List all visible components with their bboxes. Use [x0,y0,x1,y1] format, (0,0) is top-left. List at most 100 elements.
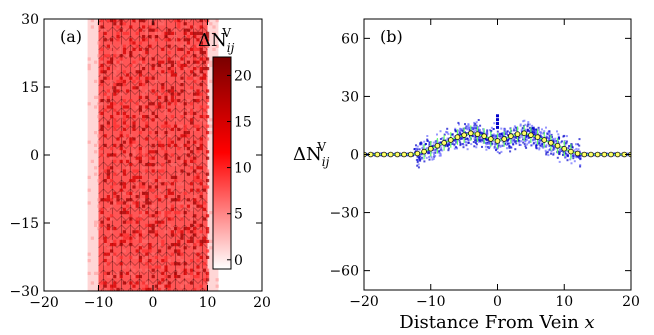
heatmap-cell [122,127,126,131]
heatmap-cell [154,79,158,83]
heatmap-cell [122,111,126,115]
heatmap-cell [126,134,130,138]
scatter-point [493,122,496,125]
scatter-point [500,133,503,135]
mean-point [387,151,394,158]
heatmap-cell [110,239,114,243]
mean-point [581,151,588,158]
heatmap-cell [186,134,190,138]
mean-point [494,138,501,144]
scatter-point [477,140,480,143]
heatmap-cell [138,41,142,45]
scatter-point [565,135,568,138]
heatmap-cell [116,60,120,64]
scatter-point [506,141,509,144]
heatmap-cell [132,284,136,288]
heatmap-cell [174,57,178,61]
heatmap-cell [193,57,197,61]
heatmap-cell [122,230,126,234]
heatmap-cell [167,102,171,106]
heatmap-cell [190,204,194,208]
heatmap-cell [135,175,139,179]
heatmap-cell [186,38,190,42]
heatmap-cell [103,243,107,247]
heatmap-cell [206,44,210,48]
heatmap-cell [161,284,165,288]
heatmap-cell [199,255,203,259]
heatmap-cell [209,118,213,122]
heatmap-cell [161,83,165,87]
heatmap-cell [100,19,104,23]
heatmap-cell [138,217,142,221]
heatmap-cell [116,38,120,42]
heatmap-cell [138,57,142,61]
scatter-point [455,140,458,143]
scatter-point [432,151,435,154]
scatter-point [418,158,421,161]
heatmap-cell [161,195,165,199]
heatmap-cell [122,207,126,211]
heatmap-cell [126,115,130,119]
heatmap-cell [190,163,194,167]
heatmap-cell [186,115,190,119]
heatmap-cell [116,271,120,275]
mean-point [541,137,548,143]
scatter-point [532,133,535,136]
heatmap-cell [177,230,181,234]
scatter-point [509,150,512,153]
heatmap-cell [129,201,133,205]
heatmap-cell [206,38,210,42]
panel-b-xlabel: Distance From Vein x [399,312,594,333]
heatmap-cell [180,57,184,61]
heatmap-cell [100,127,104,131]
heatmap-cell [138,236,142,240]
heatmap-cell [148,44,152,48]
heatmap-cell [138,28,142,32]
heatmap-cell [116,111,120,115]
heatmap-cell [142,35,146,39]
scatter-point [556,130,558,133]
scatter-point [534,133,537,136]
heatmap-cell [167,259,171,263]
heatmap-cell [190,207,194,211]
heatmap-cell [122,137,126,141]
heatmap-cell [138,70,142,74]
heatmap-cell [193,227,197,231]
heatmap-cell [158,198,162,202]
scatter-point [441,137,444,139]
heatmap-cell [158,102,162,106]
scatter-point [507,134,509,137]
heatmap-cell [193,249,197,253]
heatmap-cell [206,115,210,119]
scatter-point [488,145,491,148]
heatmap-cell [154,137,158,141]
scatter-point [504,128,507,131]
heatmap-cell [138,79,142,83]
heatmap-cell [148,217,152,221]
heatmap-cell [158,211,162,215]
scatter-point [492,128,495,130]
heatmap-cell [119,54,123,58]
heatmap-cell [122,201,126,205]
heatmap-cell [158,223,162,227]
heatmap-cell [97,102,101,106]
heatmap-cell [161,163,165,167]
heatmap-cell [87,175,91,179]
heatmap-cell [167,38,171,42]
scatter-point [495,143,498,146]
scatter-point [525,146,528,149]
scatter-point [426,147,429,150]
scatter-point [453,147,456,150]
heatmap-cell [167,284,171,288]
heatmap-cell [199,118,203,122]
heatmap-cell [116,287,120,291]
heatmap-cell [167,31,171,35]
scatter-point [533,137,536,140]
heatmap-cell [196,127,200,131]
heatmap-cell [148,249,152,253]
scatter-point [497,144,500,147]
heatmap-cell [164,268,168,272]
heatmap-cell [151,252,155,256]
heatmap-cell [167,95,171,99]
heatmap-cell [119,271,123,275]
